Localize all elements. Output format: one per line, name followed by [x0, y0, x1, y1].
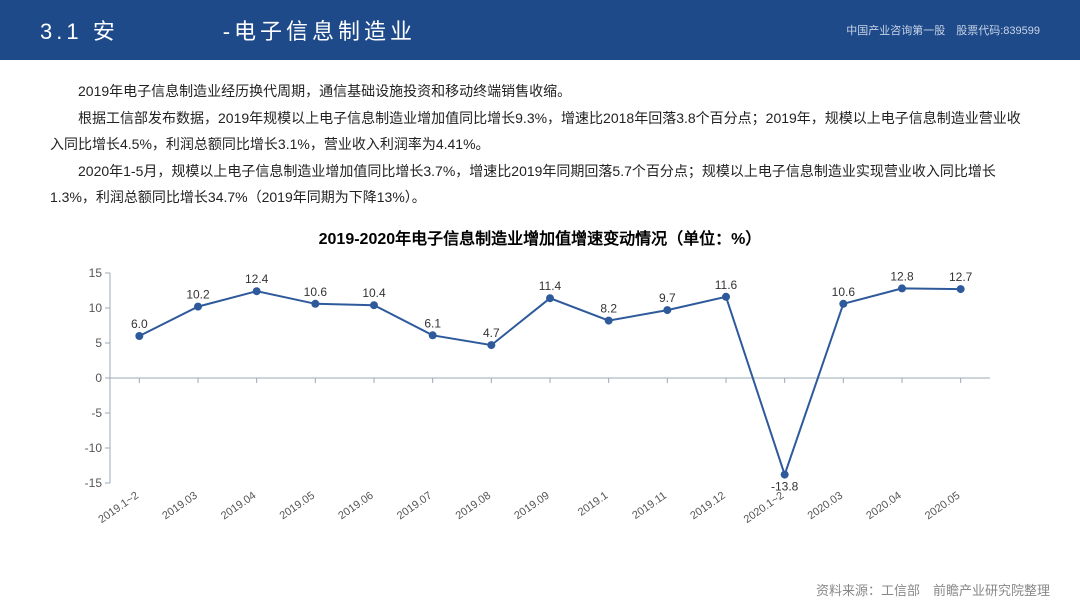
paragraph: 2019年电子信息制造业经历换代周期，通信基础设施投资和移动终端销售收缩。 — [50, 78, 1030, 105]
svg-text:6.1: 6.1 — [424, 316, 441, 330]
svg-text:2019.03: 2019.03 — [160, 490, 199, 523]
svg-text:15: 15 — [89, 266, 103, 280]
source-footer: 资料来源：工信部 前瞻产业研究院整理 — [816, 580, 1050, 599]
svg-text:4.7: 4.7 — [483, 326, 500, 340]
svg-text:2019.11: 2019.11 — [630, 490, 669, 522]
svg-text:-10: -10 — [85, 441, 103, 455]
svg-text:6.0: 6.0 — [131, 317, 148, 331]
svg-text:10.2: 10.2 — [186, 288, 210, 302]
svg-text:11.4: 11.4 — [539, 279, 562, 293]
paragraph: 2020年1-5月，规模以上电子信息制造业增加值同比增长3.7%，增速比2019… — [50, 158, 1030, 211]
body-paragraphs: 2019年电子信息制造业经历换代周期，通信基础设施投资和移动终端销售收缩。 根据… — [0, 60, 1080, 219]
svg-text:-5: -5 — [91, 406, 102, 420]
svg-text:2019.12: 2019.12 — [688, 490, 727, 523]
svg-text:9.7: 9.7 — [659, 291, 676, 305]
svg-text:12.7: 12.7 — [949, 270, 973, 284]
svg-text:10.6: 10.6 — [304, 285, 328, 299]
svg-text:10: 10 — [89, 301, 103, 315]
svg-text:2019.09: 2019.09 — [512, 490, 551, 523]
paragraph: 根据工信部发布数据，2019年规模以上电子信息制造业增加值同比增长9.3%，增速… — [50, 105, 1030, 158]
svg-text:2020.04: 2020.04 — [864, 490, 903, 523]
svg-text:10.6: 10.6 — [832, 285, 856, 299]
line-chart: -15 -10 -5 0 5 10 15 6.0 10.2 12.4 10.6 10.4 6.1 4.7 1… — [0, 253, 1080, 553]
svg-text:2020.03: 2020.03 — [806, 490, 845, 523]
svg-text:2020.05: 2020.05 — [923, 490, 962, 523]
chart-title: 2019-2020年电子信息制造业增加值增速变动情况（单位：%） — [0, 225, 1080, 249]
svg-text:2019.06: 2019.06 — [336, 490, 375, 523]
svg-text:11.6: 11.6 — [715, 278, 738, 292]
svg-text:2019.1~2: 2019.1~2 — [96, 490, 141, 526]
svg-text:2019.08: 2019.08 — [454, 490, 493, 523]
svg-text:2019.05: 2019.05 — [278, 490, 317, 523]
svg-text:2019.04: 2019.04 — [219, 490, 258, 523]
slide-title: 3.1 安 -电子信息制造业 — [40, 14, 416, 46]
svg-text:12.8: 12.8 — [890, 269, 914, 283]
svg-text:5: 5 — [95, 336, 102, 350]
header-subtext: 中国产业咨询第一股 股票代码:839599 — [846, 22, 1040, 38]
svg-text:10.4: 10.4 — [362, 286, 386, 300]
svg-text:2019.1: 2019.1 — [576, 490, 610, 519]
svg-text:0: 0 — [95, 371, 102, 385]
chart-svg: -15 -10 -5 0 5 10 15 6.0 10.2 12.4 10.6 10.4 6.1 4.7 1… — [70, 253, 1010, 553]
svg-text:8.2: 8.2 — [600, 302, 617, 316]
svg-text:2020.1~2: 2020.1~2 — [742, 490, 787, 526]
svg-text:-15: -15 — [85, 476, 103, 490]
svg-text:2019.07: 2019.07 — [395, 490, 434, 523]
slide-header: 3.1 安 -电子信息制造业 中国产业咨询第一股 股票代码:839599 — [0, 0, 1080, 60]
svg-text:12.4: 12.4 — [245, 272, 269, 286]
